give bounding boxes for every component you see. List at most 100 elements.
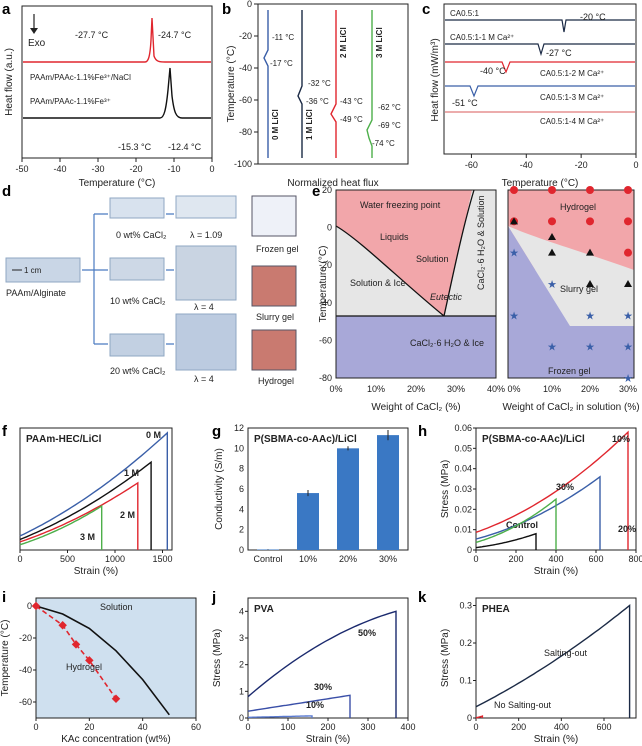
legend-b-3m: 3 M LiCl <box>375 27 384 58</box>
panel-e-xlabel: Weight of CaCl₂ (%) <box>371 402 460 413</box>
g-ylabel: Conductivity (S/m) <box>214 448 225 530</box>
j-ytick-label: 2 <box>239 660 244 670</box>
j-xtick-label: 200 <box>320 722 335 732</box>
anno-b-9: -74 °C <box>372 139 395 148</box>
region-hydrate-solution-label: CaCl₂·6 H₂O & Solution <box>476 195 486 290</box>
stretch-10wt: λ = 4 <box>194 302 214 312</box>
h-ytick-label: 0 <box>467 545 472 555</box>
k-ytick-label: 0 <box>467 713 472 723</box>
e-ytick-label: 20 <box>322 185 332 195</box>
photo-stretched-20 <box>175 313 237 371</box>
g-xtick-label: 30% <box>379 554 397 564</box>
e2-hydrogel-label: Hydrogel <box>560 202 596 212</box>
j-title: PVA <box>254 604 274 615</box>
anno-c-3: -40 °C <box>480 66 506 76</box>
label-0wt: 0 wt% CaCl₂ <box>116 230 167 240</box>
region-solution-ice-label: Solution & Ice <box>350 278 406 288</box>
k-line <box>475 714 484 719</box>
label-paam-alginate: PAAm/Alginate <box>6 288 66 298</box>
e2-point-slurry <box>586 280 594 287</box>
panel-e2-frame <box>507 189 635 379</box>
series-nacl-line <box>23 17 211 63</box>
e2-point-hydrogel <box>510 186 518 194</box>
panel-e-frame <box>335 189 497 379</box>
f-series-label: 2 M <box>120 510 135 520</box>
legend-b-0m: 0 M LiCl <box>271 109 280 140</box>
panel-letter-i: i <box>2 589 6 606</box>
e-ytick-label: -40 <box>319 298 332 308</box>
e2-xtick-label: 30% <box>619 384 637 394</box>
panel-letter-a: a <box>2 1 11 18</box>
e2-point-hydrogel <box>548 186 556 194</box>
g-ytick-label: 10 <box>234 443 244 453</box>
g-frame <box>247 427 409 551</box>
k-title: PHEA <box>482 604 510 615</box>
j-series-label: 10% <box>306 700 324 710</box>
b-ytick-label: 0 <box>247 0 252 9</box>
i-xtick-label: 20 <box>84 722 94 732</box>
h-series-label: 20% <box>618 524 636 534</box>
e2-slurry-label: Slurry gel <box>560 284 598 294</box>
h-ytick-label: 0.02 <box>454 504 472 514</box>
panel-e2-xlabel: Weight of CaCl₂ in solution (%) <box>502 402 639 413</box>
f-line <box>19 481 139 550</box>
e2-point-frozen: ★ <box>623 310 633 322</box>
legend-a-fe: PAAm/PAAc-1.1%Fe³⁺ <box>30 97 111 106</box>
anno-b-3: -32 °C <box>308 79 331 88</box>
e2-point-hydrogel <box>586 186 594 194</box>
panel-j-chart: 0 100 200 300 400 0 1 2 3 4 Strain (%) Stress (MPa)… <box>212 597 416 745</box>
f-title: PAAm-HEC/LiCl <box>26 434 102 445</box>
e-ytick-label: -60 <box>319 335 332 345</box>
i-xlabel: KAc concentration (wt%) <box>61 734 171 745</box>
h-xtick-label: 0 <box>473 554 478 564</box>
e2-point-hydrogel <box>624 217 632 226</box>
panel-c-frame <box>443 3 637 155</box>
schematic-slurry <box>251 265 297 307</box>
panel-b-ylabel: Temperature (°C) <box>226 46 237 123</box>
j-frame <box>247 597 409 719</box>
series-b-1m <box>297 10 303 158</box>
panel-i-chart: 0 20 40 60 0 -20 -40 -60 KAc concentration (wt%)… <box>0 597 201 745</box>
h-ytick-label: 0.03 <box>454 484 472 494</box>
f-line <box>19 431 169 550</box>
j-xtick-label: 300 <box>360 722 375 732</box>
anno-c-4: -51 °C <box>452 98 478 108</box>
panel-g-chart: 0 2 4 6 8 10 12 Control 10% 20% 30% Conductivity (S… <box>214 423 409 564</box>
f-xlabel: Strain (%) <box>74 566 118 577</box>
series-c-3m <box>445 85 635 98</box>
anno-b-1: -11 °C <box>272 33 294 42</box>
j-xtick-label: 100 <box>280 722 295 732</box>
series-c-ca <box>445 19 635 33</box>
j-series-label: 50% <box>358 628 376 638</box>
e2-point-slurry <box>624 280 632 287</box>
c-xtick-label: -40 <box>520 160 533 170</box>
e2-point-frozen: ★ <box>623 342 633 354</box>
panel-k-chart: 0 200 400 600 0 0.1 0.2 0.3 Strain (%) Stress (MP… <box>440 597 637 745</box>
panel-e-yticks: 20 0 -20 -40 -60 -80 <box>319 185 332 383</box>
panel-a-frame <box>21 5 213 159</box>
stretch-0wt: λ = 1.09 <box>190 230 222 240</box>
e-ytick-label: -80 <box>319 373 332 383</box>
k-line <box>475 604 631 718</box>
e2-point-slurry <box>586 248 594 256</box>
g-bar <box>337 448 359 550</box>
region-ice-bg <box>336 316 496 378</box>
e2-slurry-bg <box>508 226 634 326</box>
g-xtick-label: 10% <box>299 554 317 564</box>
f-xtick-label: 1500 <box>152 554 172 564</box>
i-ytick-label: -20 <box>19 633 32 643</box>
photo-stretched-10 <box>175 245 237 301</box>
j-ytick-label: 3 <box>239 633 244 643</box>
exo-arrowhead <box>30 28 38 34</box>
panel-letter-c: c <box>422 1 430 18</box>
legend-c-3m: CA0.5:1-3 M Ca²⁺ <box>540 93 604 102</box>
h-ytick-label: 0.04 <box>454 464 472 474</box>
i-xtick-label: 40 <box>138 722 148 732</box>
legend-c-4m: CA0.5:1-4 M Ca²⁺ <box>540 117 604 126</box>
c-xtick-label: -20 <box>575 160 588 170</box>
series-fe-line <box>23 67 211 119</box>
panel-letter-j: j <box>211 589 216 606</box>
i-ylabel: Temperature (°C) <box>0 620 11 697</box>
anno-a-4: -12.4 °C <box>168 142 202 152</box>
